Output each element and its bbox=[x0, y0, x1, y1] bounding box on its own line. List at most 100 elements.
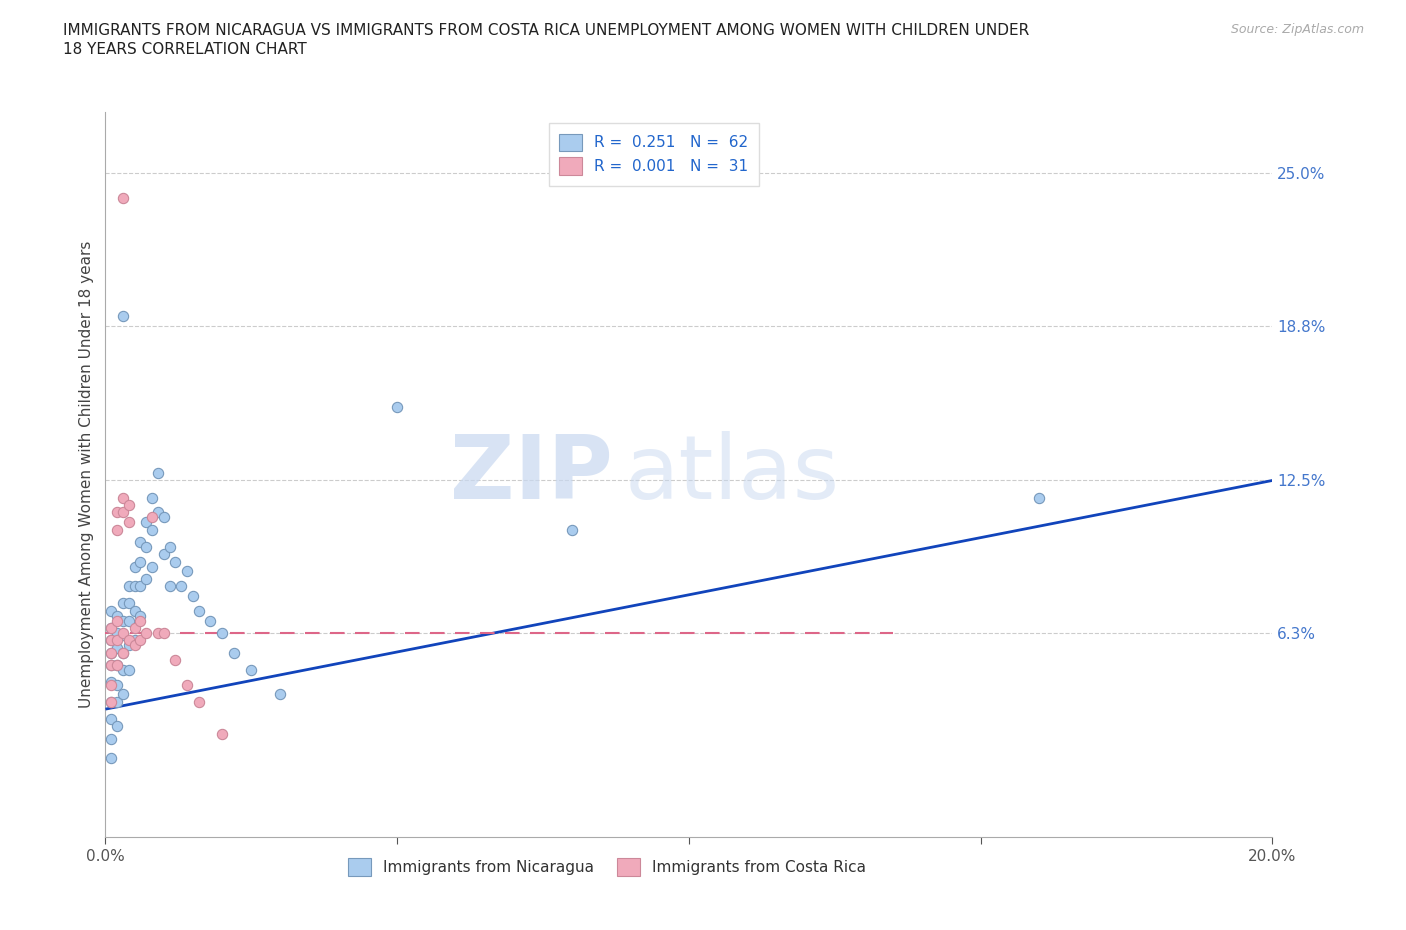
Point bbox=[111, 191, 134, 206]
Text: Source: ZipAtlas.com: Source: ZipAtlas.com bbox=[1230, 23, 1364, 36]
Point bbox=[200, 613, 222, 628]
Point bbox=[141, 522, 163, 537]
Point bbox=[269, 687, 292, 702]
Point bbox=[187, 695, 209, 710]
Point bbox=[105, 658, 128, 672]
Point bbox=[100, 751, 122, 765]
Point bbox=[1028, 490, 1050, 505]
Point bbox=[105, 677, 128, 692]
Point bbox=[153, 626, 174, 641]
Point bbox=[222, 645, 245, 660]
Point bbox=[111, 596, 134, 611]
Point bbox=[118, 578, 141, 593]
Point bbox=[105, 695, 128, 710]
Point bbox=[100, 658, 122, 672]
Point bbox=[118, 632, 141, 647]
Point bbox=[153, 510, 174, 525]
Point bbox=[100, 695, 122, 710]
Point bbox=[141, 510, 163, 525]
Point bbox=[129, 554, 152, 569]
Point bbox=[105, 505, 128, 520]
Point bbox=[124, 638, 146, 653]
Point bbox=[129, 578, 152, 593]
Point bbox=[141, 490, 163, 505]
Point bbox=[124, 604, 146, 618]
Point bbox=[124, 578, 146, 593]
Point bbox=[111, 613, 134, 628]
Point bbox=[187, 604, 209, 618]
Point bbox=[100, 620, 122, 635]
Point bbox=[111, 687, 134, 702]
Point bbox=[105, 658, 128, 672]
Point bbox=[124, 620, 146, 635]
Point bbox=[105, 719, 128, 734]
Point bbox=[176, 677, 198, 692]
Point bbox=[105, 626, 128, 641]
Point bbox=[100, 674, 122, 689]
Point bbox=[118, 596, 141, 611]
Point bbox=[159, 578, 181, 593]
Point bbox=[105, 640, 128, 655]
Point bbox=[105, 608, 128, 623]
Point bbox=[100, 695, 122, 710]
Point bbox=[111, 645, 134, 660]
Point bbox=[118, 515, 141, 530]
Point bbox=[100, 731, 122, 746]
Text: 18 YEARS CORRELATION CHART: 18 YEARS CORRELATION CHART bbox=[63, 42, 307, 57]
Point bbox=[118, 638, 141, 653]
Point bbox=[240, 662, 263, 677]
Point bbox=[105, 613, 128, 628]
Point bbox=[129, 613, 152, 628]
Point bbox=[111, 645, 134, 660]
Point bbox=[176, 564, 198, 578]
Point bbox=[100, 711, 122, 726]
Point bbox=[135, 571, 157, 586]
Point bbox=[146, 505, 169, 520]
Point bbox=[100, 632, 122, 647]
Point bbox=[100, 658, 122, 672]
Point bbox=[211, 626, 233, 641]
Point bbox=[170, 578, 193, 593]
Point bbox=[561, 522, 583, 537]
Text: ZIP: ZIP bbox=[450, 431, 613, 518]
Point bbox=[135, 539, 157, 554]
Point bbox=[100, 645, 122, 660]
Point bbox=[135, 626, 157, 641]
Point bbox=[111, 628, 134, 643]
Text: IMMIGRANTS FROM NICARAGUA VS IMMIGRANTS FROM COSTA RICA UNEMPLOYMENT AMONG WOMEN: IMMIGRANTS FROM NICARAGUA VS IMMIGRANTS … bbox=[63, 23, 1029, 38]
Point bbox=[111, 626, 134, 641]
Point bbox=[100, 620, 122, 635]
Point bbox=[129, 632, 152, 647]
Point bbox=[146, 466, 169, 481]
Point bbox=[100, 677, 122, 692]
Point bbox=[118, 662, 141, 677]
Point bbox=[105, 522, 128, 537]
Point bbox=[141, 559, 163, 574]
Point bbox=[124, 632, 146, 647]
Point bbox=[146, 626, 169, 641]
Legend: Immigrants from Nicaragua, Immigrants from Costa Rica: Immigrants from Nicaragua, Immigrants fr… bbox=[340, 851, 875, 884]
Text: atlas: atlas bbox=[624, 431, 839, 518]
Point bbox=[100, 645, 122, 660]
Point bbox=[165, 653, 187, 668]
Point bbox=[124, 559, 146, 574]
Point bbox=[129, 608, 152, 623]
Y-axis label: Unemployment Among Women with Children Under 18 years: Unemployment Among Women with Children U… bbox=[79, 241, 94, 708]
Point bbox=[153, 547, 174, 562]
Point bbox=[385, 399, 409, 414]
Point bbox=[105, 632, 128, 647]
Point bbox=[159, 539, 181, 554]
Point bbox=[118, 613, 141, 628]
Point bbox=[100, 632, 122, 647]
Point bbox=[111, 308, 134, 323]
Point bbox=[100, 604, 122, 618]
Point bbox=[211, 726, 233, 741]
Point bbox=[111, 662, 134, 677]
Point bbox=[111, 490, 134, 505]
Point bbox=[135, 515, 157, 530]
Point bbox=[129, 535, 152, 550]
Point bbox=[118, 498, 141, 512]
Point bbox=[165, 554, 187, 569]
Point bbox=[111, 505, 134, 520]
Point bbox=[181, 589, 204, 604]
